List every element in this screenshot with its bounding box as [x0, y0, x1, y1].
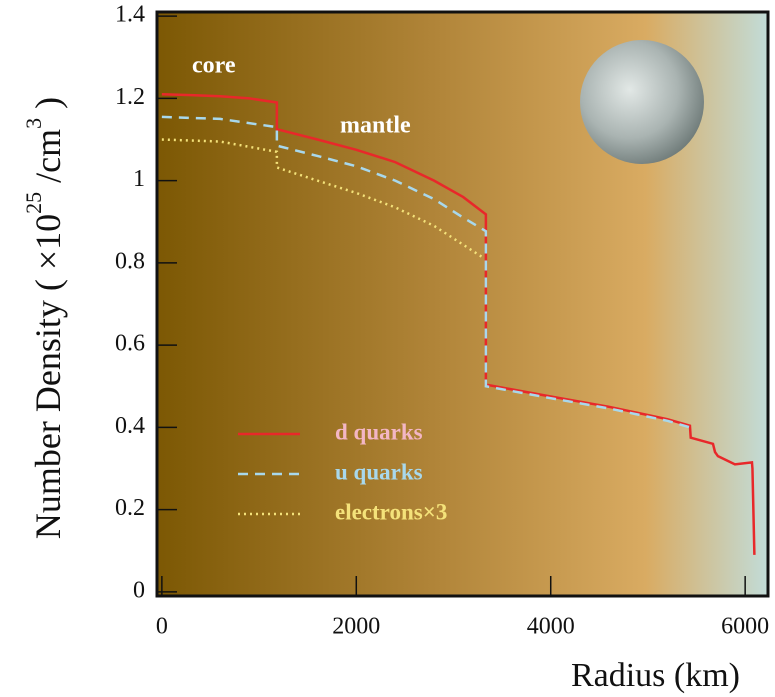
- y-tick-label: 0.2: [115, 495, 145, 521]
- x-tick-label: 0: [156, 614, 168, 640]
- y-tick-label: 0.6: [115, 331, 145, 357]
- x-tick-label: 4000: [527, 614, 575, 640]
- x-tick-label: 6000: [721, 614, 769, 640]
- legend-label: electrons×3: [335, 499, 447, 524]
- x-tick-label: 2000: [332, 614, 380, 640]
- y-tick-label: 0.8: [115, 248, 145, 274]
- y-tick-label: 1.4: [115, 2, 145, 28]
- y-tick-label: 0: [133, 577, 145, 603]
- y-label-exp: 3: [21, 118, 46, 129]
- annotation: mantle: [340, 113, 411, 139]
- series-line: [161, 115, 691, 429]
- x-axis-label: Radius (km): [571, 657, 740, 694]
- planet-image: [580, 40, 704, 164]
- y-axis-label: Number Density ( ×1025 /cm3 ): [21, 97, 68, 539]
- plot-frame: [155, 10, 770, 598]
- annotation: core: [192, 53, 236, 79]
- y-tick-label: 0.4: [115, 413, 145, 439]
- legend-label: u quarks: [335, 459, 423, 484]
- y-label-exp: 25: [21, 192, 46, 214]
- y-tick-label: 1.2: [115, 84, 145, 110]
- y-label-part: ): [28, 97, 68, 118]
- series-line: [161, 138, 483, 258]
- y-label-part: Number Density ( ×10: [28, 214, 68, 539]
- y-tick-label: 1: [133, 166, 145, 192]
- y-label-part: /cm: [28, 129, 68, 192]
- legend-label: d quarks: [335, 419, 423, 444]
